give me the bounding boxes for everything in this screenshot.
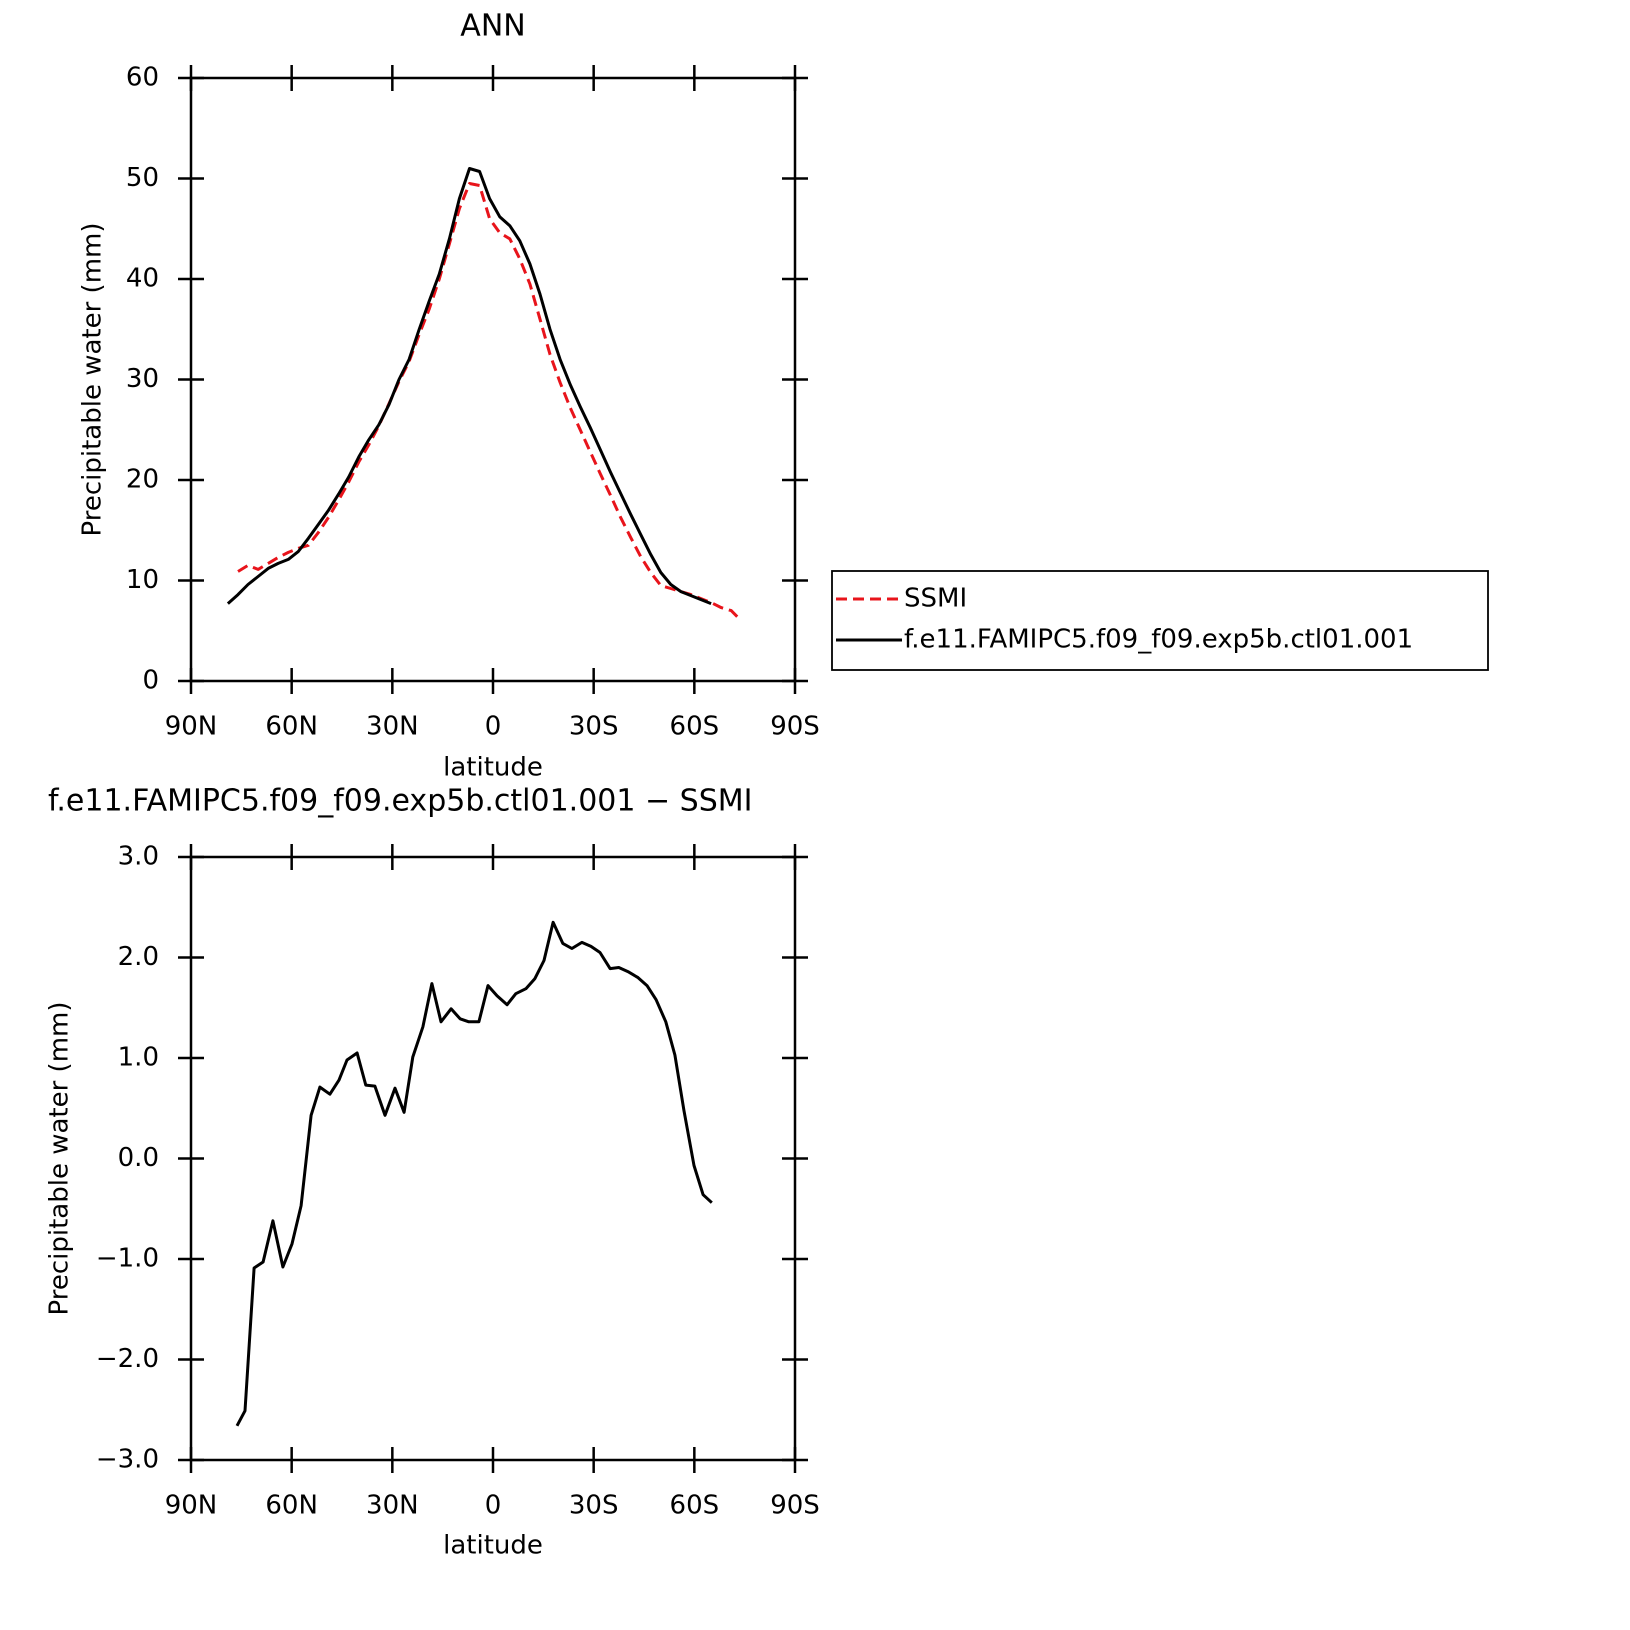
x-tick-label: 30S	[569, 1491, 619, 1521]
legend-label: f.e11.FAMIPC5.f09_f09.exp5b.ctl01.001	[904, 625, 1413, 655]
y-tick-label: 0	[142, 666, 159, 696]
y-tick-label: 10	[126, 565, 159, 595]
data-line	[235, 920, 713, 1427]
x-tick-label: 90N	[165, 1491, 218, 1521]
y-tick-label: −3.0	[96, 1445, 159, 1475]
x-tick-label: 30N	[366, 1491, 419, 1521]
x-tick-label: 60S	[670, 712, 720, 742]
x-tick-label: 30N	[366, 712, 419, 742]
data-line	[226, 167, 712, 605]
y-tick-label: 40	[126, 264, 159, 294]
y-axis-label: Precipitable water (mm)	[78, 223, 108, 537]
y-tick-label: 3.0	[118, 842, 159, 872]
y-tick-label: −2.0	[96, 1344, 159, 1374]
x-tick-label: 90S	[770, 712, 820, 742]
x-tick-label: 60S	[670, 1491, 720, 1521]
x-axis-label: latitude	[443, 1531, 543, 1561]
chart-title: ANN	[460, 9, 525, 44]
y-tick-label: −1.0	[96, 1244, 159, 1274]
chart-title: f.e11.FAMIPC5.f09_f09.exp5b.ctl01.001 − …	[48, 784, 753, 819]
y-tick-label: 1.0	[118, 1043, 159, 1073]
y-tick-label: 30	[126, 364, 159, 394]
plot-frame	[189, 855, 797, 1462]
x-tick-label: 30S	[569, 712, 619, 742]
x-axis-label: latitude	[443, 753, 543, 783]
plot-frame	[189, 76, 797, 683]
x-tick-label: 90N	[165, 712, 218, 742]
y-tick-label: 0.0	[118, 1143, 159, 1173]
x-tick-label: 0	[485, 712, 502, 742]
x-tick-label: 60N	[265, 1491, 318, 1521]
legend-label: SSMI	[904, 584, 967, 614]
data-line	[237, 182, 743, 622]
x-tick-label: 0	[485, 1491, 502, 1521]
legend-box	[831, 570, 1489, 671]
y-tick-label: 2.0	[118, 942, 159, 972]
y-axis-label: Precipitable water (mm)	[45, 1002, 75, 1316]
x-tick-label: 90S	[770, 1491, 820, 1521]
x-tick-label: 60N	[265, 712, 318, 742]
y-tick-label: 60	[126, 63, 159, 93]
y-tick-label: 20	[126, 465, 159, 495]
y-tick-label: 50	[126, 163, 159, 193]
